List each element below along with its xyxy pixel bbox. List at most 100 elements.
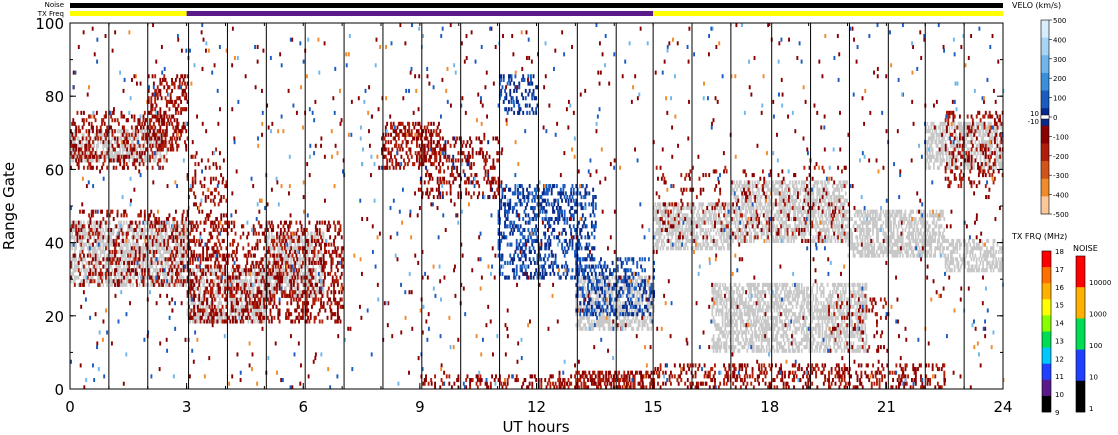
ground-scatter-cell (222, 312, 225, 317)
ground-scatter-cell (211, 271, 213, 276)
ground-scatter-cell (676, 206, 679, 211)
ground-scatter-cell (789, 290, 791, 295)
ground-scatter-cell (114, 257, 116, 262)
ground-scatter-cell (163, 129, 165, 134)
ground-scatter-cell (168, 264, 171, 269)
ground-scatter-cell (99, 282, 102, 287)
ground-scatter-cell (737, 315, 740, 320)
ground-scatter-cell (874, 209, 877, 214)
ground-scatter-cell (739, 301, 742, 306)
ground-scatter-cell (202, 275, 204, 280)
ground-scatter-cell (736, 180, 738, 185)
ground-scatter-cell (773, 184, 776, 189)
ground-scatter-cell (251, 297, 254, 302)
ground-scatter-cell (768, 341, 771, 346)
ground-scatter-cell (739, 235, 742, 240)
ground-scatter-cell (272, 286, 274, 291)
ground-scatter-cell (750, 304, 753, 309)
ground-scatter-cell (991, 260, 994, 265)
ground-scatter-cell (772, 224, 775, 229)
txfreq-bar-label: TX Freq (37, 10, 64, 18)
ground-scatter-cell (194, 271, 197, 276)
ground-scatter-cell (868, 231, 870, 236)
ground-scatter-cell (724, 209, 727, 214)
ground-scatter-cell (943, 216, 946, 222)
ground-scatter-cell (664, 213, 667, 218)
ground-scatter-cell (918, 231, 921, 236)
ground-scatter-cell (120, 275, 123, 280)
ground-scatter-cell (711, 345, 714, 350)
ground-scatter-cell (964, 238, 966, 243)
ground-scatter-cell (155, 264, 158, 269)
ground-scatter-cell (73, 279, 76, 284)
ground-scatter-cell (844, 198, 847, 203)
ground-scatter-cell (965, 242, 968, 247)
ground-scatter-cell (142, 246, 145, 251)
ground-scatter-cell (291, 235, 294, 240)
ground-scatter-cell (675, 235, 677, 240)
ground-scatter-cell (835, 220, 838, 225)
ground-scatter-cell (785, 286, 787, 291)
ground-scatter-cell (712, 224, 715, 229)
ground-scatter-cell (786, 326, 789, 331)
ground-scatter-cell (736, 337, 738, 342)
ground-scatter-cell (73, 224, 76, 229)
ground-scatter-cell (79, 227, 81, 233)
ground-scatter-cell (307, 253, 309, 258)
ground-scatter-cell (768, 195, 771, 200)
ground-scatter-cell (286, 257, 289, 262)
ground-scatter-cell (123, 136, 125, 141)
ground-scatter-cell (277, 246, 280, 251)
ground-scatter-cell (653, 246, 655, 251)
ground-scatter-cell (143, 246, 146, 251)
ground-scatter-cell (789, 187, 791, 192)
ground-scatter-cell (263, 308, 265, 313)
ground-scatter-cell (288, 246, 291, 251)
ground-scatter-cell (807, 198, 810, 203)
ground-scatter-cell (142, 235, 145, 240)
ground-scatter-cell (103, 249, 106, 254)
ground-scatter-cell (151, 257, 154, 262)
ground-scatter-cell (147, 238, 150, 243)
ground-scatter-cell (320, 268, 322, 273)
ground-scatter-cell (707, 220, 710, 225)
ground-scatter-cell (160, 154, 163, 159)
ground-scatter-cell (133, 154, 136, 159)
ground-scatter-cell (711, 312, 714, 317)
ground-scatter-cell (716, 293, 719, 298)
ground-scatter-cell (71, 246, 73, 251)
ground-scatter-cell (784, 191, 786, 196)
ground-scatter-cell (194, 315, 197, 320)
ground-scatter-cell (749, 312, 751, 317)
ground-scatter-cell (754, 290, 756, 295)
ground-scatter-cell (684, 235, 686, 240)
ground-scatter-cell (776, 315, 778, 320)
ground-scatter-cell (276, 238, 278, 243)
ground-scatter-cell (975, 268, 978, 273)
ground-scatter-cell (986, 260, 988, 265)
ground-scatter-cell (174, 231, 177, 236)
ground-scatter-cell (182, 249, 185, 254)
ground-scatter-cell (833, 187, 835, 192)
ground-scatter-cell (869, 209, 872, 214)
ground-scatter-cell (266, 268, 269, 273)
ground-scatter-cell (760, 323, 763, 328)
ground-scatter-cell (786, 191, 789, 196)
ground-scatter-cell (88, 264, 90, 269)
ground-scatter-cell (663, 242, 666, 247)
ground-scatter-cell (816, 198, 819, 203)
ground-scatter-cell (185, 282, 188, 287)
ground-scatter-cell (276, 279, 278, 284)
ground-scatter-cell (861, 249, 864, 254)
ground-scatter-cell (123, 143, 125, 148)
ground-scatter-cell (774, 282, 777, 287)
ground-scatter-cell (892, 209, 895, 214)
ground-scatter-cell (145, 154, 147, 159)
ground-scatter-cell (311, 257, 313, 262)
ground-scatter-cell (658, 216, 661, 222)
ground-scatter-cell (798, 348, 800, 353)
ground-scatter-cell (781, 206, 784, 211)
ground-scatter-cell (692, 213, 694, 218)
ground-scatter-cell (659, 224, 662, 229)
ground-scatter-cell (84, 257, 86, 262)
